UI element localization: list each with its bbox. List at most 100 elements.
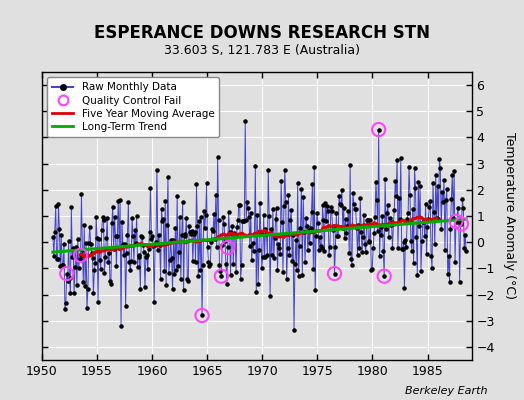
Point [134,252,143,258]
Point [410,165,419,171]
Point [164,174,172,180]
Point [228,223,236,230]
Point [312,232,320,239]
Point [330,270,339,277]
Point [248,240,257,246]
Point [348,262,356,268]
Point [51,229,59,236]
Point [232,269,240,275]
Legend: Raw Monthly Data, Quality Control Fail, Five Year Moving Average, Long-Term Tren: Raw Monthly Data, Quality Control Fail, … [47,77,220,137]
Point [414,179,422,185]
Point [124,198,133,205]
Point [72,244,80,250]
Point [78,247,86,253]
Point [372,179,380,185]
Point [266,292,274,299]
Point [363,216,371,223]
Point [111,214,119,220]
Point [269,255,278,262]
Point [79,278,88,285]
Point [307,225,315,231]
Point [255,247,263,253]
Point [176,214,184,221]
Point [96,257,104,263]
Point [348,190,357,196]
Point [152,239,160,245]
Point [224,244,232,251]
Point [181,230,190,237]
Point [218,242,226,248]
Point [110,246,118,253]
Point [393,157,401,163]
Point [409,205,417,212]
Point [113,233,122,239]
Point [195,218,203,224]
Point [243,199,252,206]
Point [275,245,283,252]
Point [419,219,427,226]
Point [420,218,428,224]
Point [162,282,170,288]
Point [230,230,238,236]
Point [353,225,361,232]
Point [337,202,345,208]
Point [394,244,402,251]
Point [330,270,339,277]
Point [347,256,355,262]
Point [237,262,246,268]
Point [220,221,228,228]
Point [334,233,342,239]
Point [308,180,316,187]
Point [332,210,341,216]
Point [425,203,433,210]
Point [178,232,186,238]
Point [424,215,432,222]
Point [197,214,205,220]
Point [299,194,308,200]
Point [271,216,280,222]
Point [408,247,416,254]
Point [278,218,286,225]
Point [415,223,423,230]
Point [134,263,142,270]
Point [240,218,248,224]
Point [105,250,113,256]
Point [296,225,304,232]
Point [191,259,200,266]
Point [118,219,126,225]
Point [341,235,349,241]
Point [354,222,363,229]
Point [145,246,153,252]
Point [231,233,239,239]
Point [287,206,296,213]
Point [246,243,254,249]
Point [214,217,223,223]
Point [82,240,90,246]
Point [416,182,424,189]
Point [70,290,78,296]
Point [319,216,328,223]
Point [273,267,281,274]
Point [462,248,470,254]
Point [356,195,365,202]
Point [364,239,373,245]
Point [144,266,152,272]
Point [64,238,73,245]
Point [389,221,398,228]
Point [66,290,74,296]
Point [423,223,432,230]
Point [188,228,196,234]
Point [375,126,383,133]
Point [163,222,171,228]
Point [151,242,159,248]
Point [321,200,330,206]
Point [335,193,343,199]
Point [250,230,259,237]
Point [89,255,97,261]
Point [377,231,386,238]
Point [367,267,376,274]
Point [413,272,421,278]
Point [453,218,461,225]
Point [452,218,460,224]
Point [325,252,333,258]
